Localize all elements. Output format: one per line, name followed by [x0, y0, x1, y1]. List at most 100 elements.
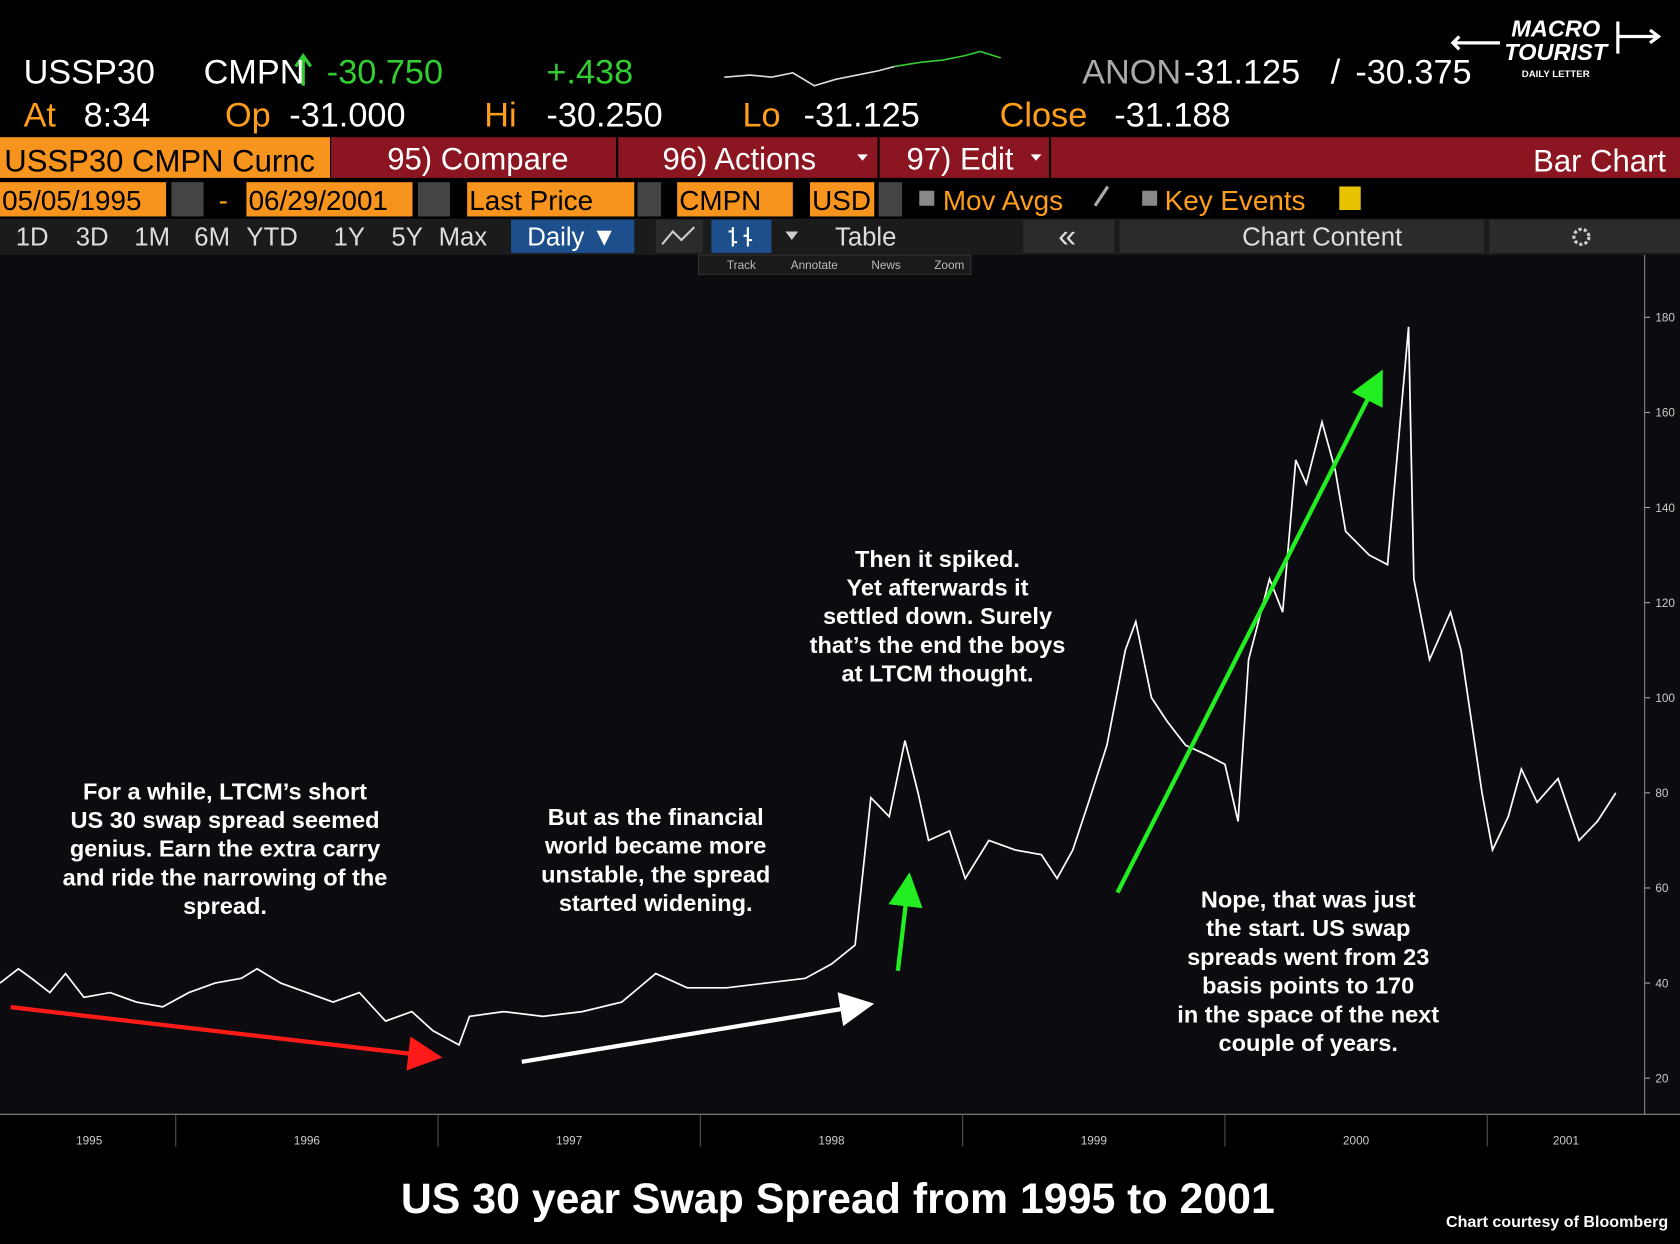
quote-text: -30.375: [1355, 54, 1471, 92]
dropdown-arrow: [1030, 154, 1042, 161]
collapse-tab[interactable]: «: [1058, 217, 1076, 253]
y-tick-label: 40: [1655, 977, 1669, 990]
logo-tagline: DAILY LETTER: [1522, 69, 1590, 80]
range-tab[interactable]: 5Y: [391, 223, 422, 251]
menu-item: Bar Chart: [1533, 143, 1666, 178]
range-tab[interactable]: 1D: [16, 223, 49, 251]
bar-chart-button[interactable]: [711, 219, 772, 253]
info-icon[interactable]: [1339, 186, 1361, 211]
annotation: spreads went from 23: [1187, 944, 1429, 970]
quote-text: -31.000: [289, 96, 405, 134]
quote-text: USSP30: [24, 54, 155, 92]
period-tab[interactable]: Daily ▼: [527, 223, 617, 251]
sparkline: [724, 65, 895, 87]
range-tab[interactable]: 1Y: [334, 223, 365, 251]
green-arrow: [1115, 369, 1383, 894]
line-chart-icon: [661, 226, 696, 246]
x-tick-label: 2000: [1343, 1134, 1370, 1147]
y-tick-label: 60: [1655, 882, 1669, 895]
annotation: and ride the narrowing of the: [63, 864, 388, 890]
menu-item[interactable]: 96) Actions: [662, 141, 816, 176]
annotation: spread.: [183, 893, 267, 919]
x-tick-label: 2001: [1553, 1134, 1579, 1147]
plot: 20 40 60 80 100 120 140 160 180 1995 1996 1997 1998 1…: [0, 255, 1680, 1147]
tool-button[interactable]: Zoom: [934, 259, 964, 272]
quote-text: Hi: [484, 96, 516, 134]
x-tick-label: 1995: [76, 1134, 103, 1147]
checkbox[interactable]: [1142, 190, 1158, 206]
checkbox[interactable]: [919, 190, 935, 206]
annotation: Then it spiked.: [855, 546, 1020, 572]
annotation: For a while, LTCM’s short: [83, 778, 367, 804]
menu-item[interactable]: 95) Compare: [387, 141, 568, 176]
start-date-box[interactable]: [0, 182, 167, 217]
source-box[interactable]: [677, 182, 793, 217]
annotation: in the space of the next: [1177, 1001, 1439, 1027]
quote-text: -31.188: [1114, 96, 1230, 134]
annotation: the start. US swap: [1206, 915, 1410, 941]
chart-content-button[interactable]: [1119, 219, 1484, 253]
annotation: at LTCM thought.: [842, 661, 1034, 687]
y-tick-label: 80: [1655, 787, 1669, 800]
range-tab[interactable]: Max: [439, 223, 488, 251]
annotation: genius. Earn the extra carry: [70, 836, 380, 862]
range-tab[interactable]: 1M: [134, 223, 170, 251]
logo-text: TOURIST: [1504, 39, 1610, 65]
annotation: started widening.: [559, 890, 753, 916]
annotation: couple of years.: [1219, 1030, 1398, 1056]
field-text: Last Price: [469, 185, 593, 216]
option-label: Key Events: [1165, 185, 1306, 216]
chart-content-tab[interactable]: Chart Content: [1242, 223, 1402, 251]
x-tick-label: 1996: [294, 1134, 321, 1147]
dropdown-button[interactable]: [878, 182, 903, 217]
dropdown-button[interactable]: [637, 182, 662, 217]
settings-button[interactable]: [1489, 219, 1680, 253]
logo-arrows: [1450, 21, 1662, 54]
period-tab-bg[interactable]: [511, 219, 635, 253]
quote-text: -31.125: [1184, 54, 1300, 92]
white-arrow: [521, 992, 875, 1064]
x-tick-label: 1998: [818, 1134, 845, 1147]
y-tick-label: 100: [1655, 692, 1675, 705]
y-tick-label: 120: [1655, 597, 1675, 610]
range-tab[interactable]: 3D: [76, 223, 109, 251]
calendar-button[interactable]: [171, 182, 204, 217]
range-tab[interactable]: 6M: [194, 223, 230, 251]
plot-background: [0, 255, 1680, 1115]
quote-text: Lo: [743, 96, 781, 134]
table-tab[interactable]: Table: [835, 223, 896, 251]
chart-title: US 30 year Swap Spread from 1995 to 2001: [401, 1175, 1275, 1223]
dropdown-arrow[interactable]: [785, 231, 799, 241]
line-chart-button[interactable]: [655, 219, 703, 253]
quote-text: -30.750: [327, 54, 443, 92]
red-arrow: [10, 1005, 443, 1071]
dropdown-arrow: [857, 154, 868, 161]
chart-credit: Chart courtesy of Bloomberg: [1446, 1213, 1668, 1231]
quote-text: 8:34: [84, 96, 151, 134]
quote-text: -30.250: [546, 96, 662, 134]
tool-button[interactable]: Annotate: [791, 259, 839, 272]
field-box[interactable]: [467, 182, 635, 217]
pencil-icon[interactable]: [1093, 185, 1110, 207]
sparkline-recent: [894, 50, 1001, 68]
currency-box[interactable]: [810, 182, 875, 217]
menu-item[interactable]: 97) Edit: [906, 141, 1013, 176]
end-date-box[interactable]: [246, 182, 413, 217]
tool-button[interactable]: News: [871, 259, 901, 272]
collapse-button[interactable]: [1023, 219, 1115, 253]
tool-strip: [698, 254, 972, 275]
annotation: Yet afterwards it: [846, 575, 1028, 601]
source-text: CMPN: [679, 185, 761, 216]
annotation: world became more: [544, 833, 766, 859]
currency-text: USD: [812, 185, 871, 216]
up-arrow: [294, 52, 313, 86]
security-box[interactable]: [0, 137, 330, 178]
y-tick-label: 160: [1655, 407, 1675, 420]
annotation: Nope, that was just: [1201, 887, 1416, 913]
calendar-button[interactable]: [417, 182, 450, 217]
annotation: unstable, the spread: [541, 861, 770, 887]
range-tab[interactable]: YTD: [246, 223, 297, 251]
quote-text: +.438: [546, 54, 633, 92]
tool-button[interactable]: Track: [727, 259, 756, 272]
